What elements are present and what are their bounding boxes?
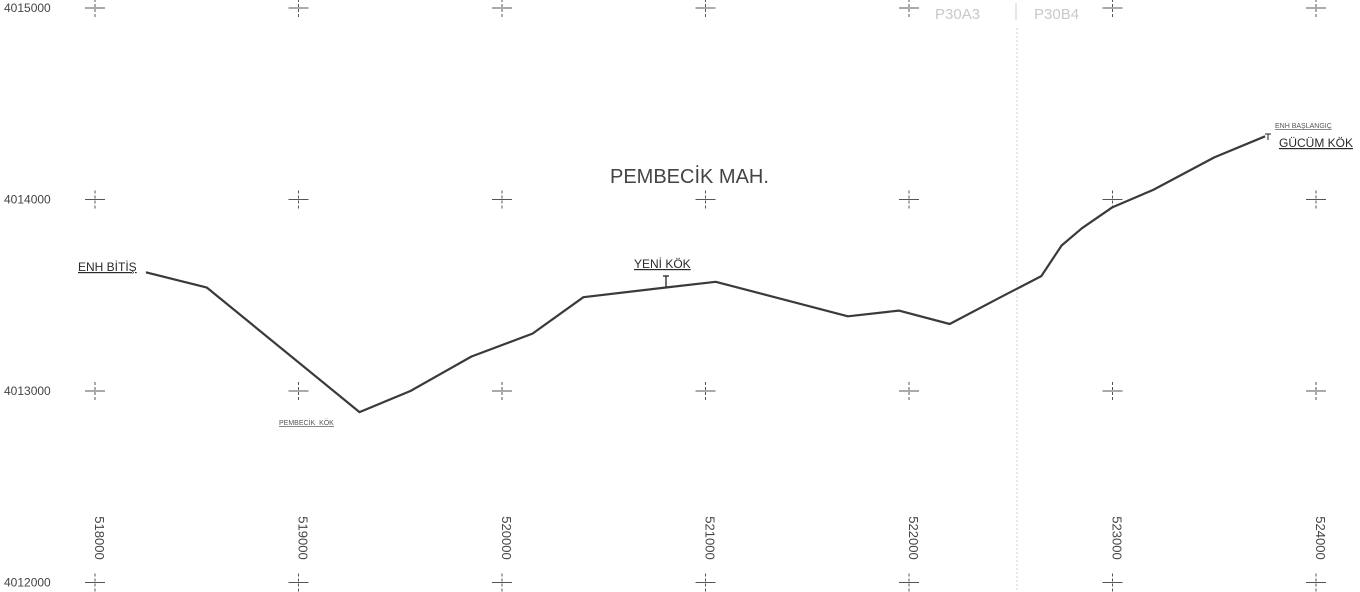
northing-label: 4012000: [4, 576, 51, 590]
sheet-label-left: P30A3: [935, 6, 980, 23]
easting-labels: 518000 519000 520000 521000 522000 523000 5240…: [92, 516, 1328, 559]
grid-crosshair: [1306, 382, 1326, 400]
grid-crosshair: [288, 0, 309, 17]
northing-label: 4014000: [4, 193, 51, 207]
northing-label: 4015000: [4, 1, 51, 15]
grid-crosshair: [899, 573, 919, 592]
grid-crosshair: [899, 190, 919, 209]
grid-crosshair: [492, 382, 512, 400]
easting-label: 524000: [1313, 516, 1328, 559]
point-label-yeni: YENİ KÖK: [634, 257, 691, 271]
grid-crosshair: [1102, 190, 1123, 209]
grid-crosshair: [492, 0, 512, 17]
northing-label: 4013000: [4, 384, 51, 398]
grid-crosshair: [1102, 382, 1123, 400]
grid-crosshair: [85, 190, 105, 209]
grid-crosshair: [695, 382, 716, 400]
grid-crosshair: [85, 382, 105, 400]
grid-crosshair: [492, 573, 512, 592]
grid-crosshair: [695, 0, 716, 17]
grid-crosshair: [288, 573, 309, 592]
point-label-start: ENH BAŞLANGIÇ: [1275, 123, 1332, 130]
easting-label: 521000: [703, 516, 718, 559]
grid-crosshair: [288, 190, 309, 209]
sheet-label-right: P30B4: [1034, 6, 1079, 23]
pin-icon-yeni: [663, 275, 669, 287]
pin-icon-start: [1265, 133, 1271, 140]
grid-crosshair: [899, 382, 919, 400]
grid-crosshair: [85, 0, 105, 17]
grid-crosshair: [1306, 0, 1326, 17]
grid-crosshair: [1102, 0, 1123, 17]
easting-label: 523000: [1110, 516, 1125, 559]
easting-label: 522000: [906, 516, 921, 559]
northing-labels: 4015000 4014000 4013000 4012000: [4, 1, 51, 590]
grid-crosshair: [695, 573, 716, 592]
point-label-gucum: GÜCÜM KÖK: [1279, 136, 1353, 150]
grid-crosshair: [1306, 190, 1326, 209]
grid-crosshair: [85, 573, 105, 592]
easting-label: 518000: [92, 516, 107, 559]
grid-crosshair: [492, 190, 512, 209]
point-label-pembecik: PEMBECİK_KÖK: [279, 418, 334, 427]
easting-label: 520000: [499, 516, 514, 559]
area-label: PEMBECİK MAH.: [610, 165, 769, 188]
grid-layer: [85, 0, 1326, 592]
point-label-end: ENH BİTİŞ: [78, 260, 137, 274]
easting-label: 519000: [296, 516, 311, 559]
grid-crosshair: [695, 190, 716, 209]
grid-crosshair: [899, 0, 919, 17]
route-line: [145, 135, 1266, 414]
grid-crosshair: [288, 382, 309, 400]
grid-crosshair: [1102, 573, 1123, 592]
grid-crosshair: [1306, 573, 1326, 592]
